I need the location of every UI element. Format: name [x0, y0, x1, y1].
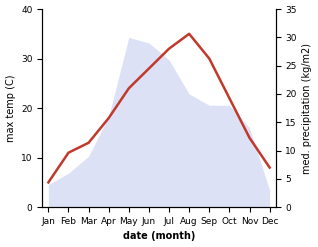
Y-axis label: med. precipitation (kg/m2): med. precipitation (kg/m2): [302, 43, 313, 174]
Y-axis label: max temp (C): max temp (C): [5, 74, 16, 142]
X-axis label: date (month): date (month): [123, 231, 195, 242]
